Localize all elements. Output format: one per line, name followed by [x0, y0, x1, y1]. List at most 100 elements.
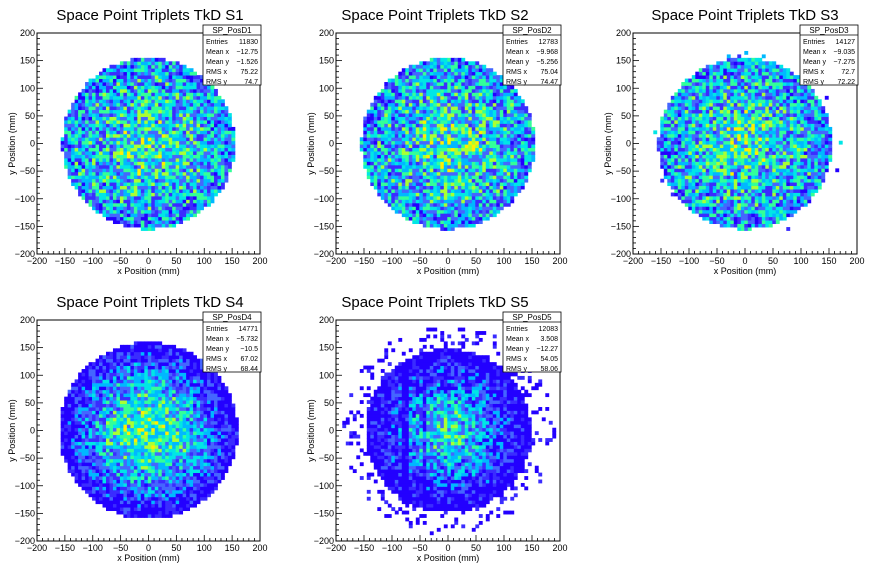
heatmap-cell: [67, 154, 72, 159]
heatmap-cell: [482, 189, 487, 193]
heatmap-cell: [663, 140, 668, 145]
heatmap-cell: [517, 116, 522, 121]
heatmap-cell: [394, 185, 399, 190]
heatmap-cell: [151, 137, 156, 142]
heatmap-cell: [422, 223, 427, 228]
heatmap-cell: [394, 123, 399, 128]
heatmap-cell: [471, 95, 476, 100]
heatmap-cell: [140, 64, 145, 69]
heatmap-cell: [196, 178, 201, 183]
heatmap-cell: [712, 199, 717, 204]
heatmap-cell: [429, 106, 434, 111]
heatmap-cell: [520, 168, 525, 173]
heatmap-cell: [200, 158, 204, 162]
heatmap-cell: [398, 158, 403, 162]
heatmap-cell: [447, 227, 452, 231]
heatmap-cell: [415, 185, 420, 190]
heatmap-cell: [168, 213, 173, 218]
heatmap-cell: [712, 164, 717, 169]
heatmap-cell: [231, 154, 236, 159]
heatmap-cell: [387, 192, 392, 197]
heatmap-cell: [130, 113, 135, 117]
heatmap-cell: [405, 154, 410, 159]
heatmap-cell: [457, 99, 462, 104]
heatmap-cell: [461, 216, 466, 221]
heatmap-cell: [71, 133, 76, 138]
heatmap-cell: [109, 71, 114, 76]
heatmap-cell: [154, 68, 159, 73]
heatmap-cell: [447, 209, 452, 214]
heatmap-cell: [457, 175, 462, 180]
heatmap-cell: [422, 106, 427, 111]
heatmap-cell: [412, 68, 417, 73]
heatmap-cell: [161, 144, 166, 149]
heatmap-cell: [737, 168, 742, 173]
heatmap-cell: [429, 68, 434, 73]
heatmap-cell: [193, 189, 197, 193]
heatmap-cell: [478, 195, 483, 200]
heatmap-cell: [137, 106, 142, 111]
heatmap-cell: [527, 126, 532, 131]
heatmap-cell: [464, 120, 469, 124]
heatmap-cell: [429, 57, 434, 62]
heatmap-cell: [99, 126, 103, 131]
heatmap-cell: [475, 123, 480, 128]
heatmap-cell: [112, 95, 117, 100]
heatmap-cell: [684, 151, 689, 155]
heatmap-cell: [140, 171, 145, 176]
heatmap-cell: [140, 75, 145, 79]
heatmap-cell: [172, 130, 177, 135]
heatmap-cell: [433, 68, 438, 73]
heatmap-cell: [401, 189, 406, 193]
heatmap-cell: [161, 68, 166, 73]
heatmap-cell: [105, 137, 110, 142]
heatmap-cell: [119, 151, 124, 155]
heatmap-cell: [520, 106, 525, 111]
heatmap-cell: [182, 202, 187, 207]
heatmap-cell: [123, 106, 128, 111]
heatmap-cell: [105, 216, 110, 221]
heatmap-cell: [394, 116, 399, 121]
heatmap-cell: [702, 68, 707, 73]
heatmap-cell: [454, 75, 459, 79]
heatmap-cell: [489, 126, 494, 131]
heatmap-cell: [695, 164, 700, 169]
heatmap-cell: [440, 175, 445, 180]
heatmap-cell: [99, 82, 103, 86]
heatmap-cell: [373, 154, 378, 159]
heatmap-cell: [443, 158, 448, 162]
x-tick-label: 0: [146, 256, 151, 266]
heatmap-cell: [214, 130, 218, 135]
heatmap-cell: [200, 133, 204, 138]
heatmap-cell: [130, 213, 135, 218]
heatmap-cell: [422, 82, 427, 86]
heatmap-cell: [227, 164, 232, 169]
heatmap-cell: [196, 195, 201, 200]
heatmap-cell: [95, 178, 100, 183]
heatmap-cell: [415, 144, 420, 149]
heatmap-cell: [478, 209, 483, 214]
heatmap-cell: [168, 161, 173, 166]
heatmap-cell: [457, 82, 462, 86]
heatmap-cell: [186, 202, 191, 207]
heatmap-cell: [681, 144, 686, 149]
heatmap-cell: [705, 206, 710, 211]
heatmap-cell: [126, 192, 131, 197]
heatmap-cell: [457, 64, 462, 69]
heatmap-cell: [126, 64, 131, 69]
heatmap-cell: [158, 71, 163, 76]
heatmap-cell: [384, 168, 389, 173]
heatmap-cell: [373, 133, 378, 138]
heatmap-cell: [158, 123, 163, 128]
heatmap-cell: [161, 195, 166, 200]
heatmap-cell: [464, 182, 469, 187]
heatmap-cell: [422, 130, 427, 135]
heatmap-cell: [78, 161, 82, 166]
heatmap-cell: [158, 78, 163, 83]
heatmap-cell: [513, 178, 518, 183]
heatmap-cell: [102, 95, 107, 100]
heatmap-cell: [116, 147, 121, 152]
heatmap-cell: [102, 99, 107, 104]
heatmap-cell: [712, 137, 717, 142]
heatmap-cell: [492, 133, 497, 138]
